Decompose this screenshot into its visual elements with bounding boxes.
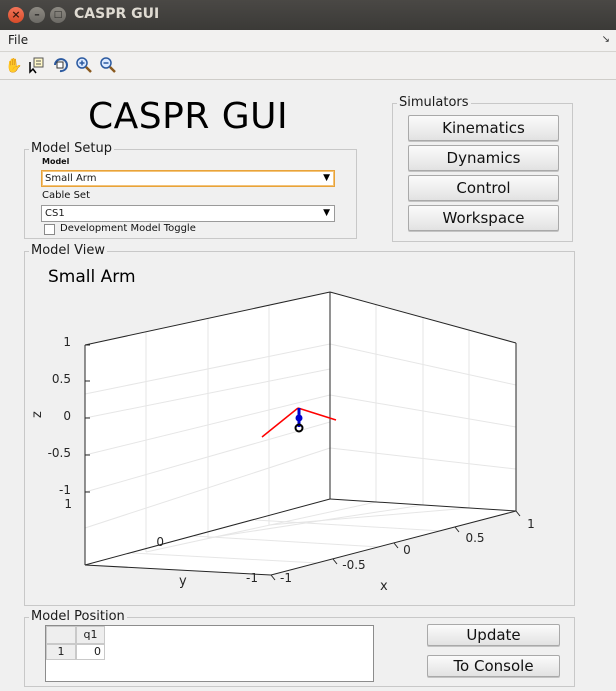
to-console-button[interactable]: To Console [427, 655, 560, 677]
zoom-out-icon[interactable] [98, 56, 118, 76]
rotate-3d-icon[interactable] [50, 56, 70, 76]
menu-bar: File ↘ [0, 30, 616, 52]
workspace-button[interactable]: Workspace [408, 205, 559, 231]
maximize-window-button[interactable]: □ [50, 7, 66, 23]
menu-overflow-arrow-icon[interactable]: ↘ [601, 34, 610, 45]
dev-model-toggle-checkbox[interactable] [44, 224, 55, 235]
cable-line [297, 407, 337, 421]
table-column-header: q1 [76, 626, 105, 644]
y-tick-label: 0 [156, 535, 164, 549]
y-tick-label: -1 [246, 571, 258, 585]
model-select-value: Small Arm [45, 173, 97, 184]
model-view-legend: Model View [29, 243, 108, 259]
model-view-axes[interactable]: Small Arm [24, 252, 575, 607]
zoom-in-icon[interactable] [74, 56, 94, 76]
cable-set-label: Cable Set [42, 190, 90, 201]
control-button[interactable]: Control [408, 175, 559, 201]
window-titlebar: × – □ CASPR GUI [0, 0, 616, 30]
window-title: CASPR GUI [74, 6, 160, 22]
x-tick-label: 0.5 [465, 531, 484, 545]
model-label: Model [42, 157, 70, 166]
table-row-header: 1 [46, 644, 76, 660]
joint-marker [294, 423, 304, 433]
z-tick-label: 0 [63, 409, 71, 423]
y-axis-label: y [179, 574, 187, 589]
model-view-panel: Model View [24, 243, 575, 606]
z-tick-label: -1 [59, 483, 71, 497]
table-corner [46, 626, 76, 644]
minimize-window-button[interactable]: – [29, 7, 45, 23]
robot-model [261, 407, 337, 438]
table-cell-q1[interactable]: 0 [76, 644, 105, 660]
plot-title: Small Arm [48, 267, 136, 287]
grid-lines [84, 305, 517, 564]
axes-box [84, 291, 517, 576]
y-tick-label: 1 [64, 497, 72, 511]
x-tick-label: -1 [280, 571, 292, 585]
model-setup-panel: Model Setup [24, 141, 357, 239]
cable-set-select[interactable]: CS1 ▼ [41, 205, 335, 222]
cable-set-select-value: CS1 [45, 208, 65, 219]
z-axis-label: z [30, 411, 45, 418]
x-tick-label: 0 [403, 543, 411, 557]
cable-line [261, 407, 299, 438]
hand-pan-icon[interactable]: ✋ [5, 58, 23, 74]
update-button[interactable]: Update [427, 624, 560, 646]
x-tick-label: 1 [527, 517, 535, 531]
position-table[interactable]: q1 1 0 [45, 625, 374, 682]
z-tick-label: 1 [63, 335, 71, 349]
tick-marks [85, 344, 521, 581]
chevron-down-icon: ▼ [323, 208, 330, 218]
close-window-button[interactable]: × [8, 7, 24, 23]
data-cursor-icon[interactable] [26, 56, 46, 76]
x-tick-label: -0.5 [342, 558, 365, 572]
dev-model-toggle-label: Development Model Toggle [60, 223, 196, 234]
link-marker [295, 414, 303, 422]
z-tick-label: -0.5 [48, 446, 71, 460]
model-setup-legend: Model Setup [29, 141, 115, 157]
model-position-panel: Model Position [24, 609, 575, 687]
simulators-panel: Simulators [392, 95, 573, 242]
model-position-legend: Model Position [29, 609, 127, 625]
figure-toolbar: ✋ [0, 53, 616, 80]
app-heading: CASPR GUI [88, 96, 289, 137]
model-select[interactable]: Small Arm ▼ [41, 170, 335, 187]
chevron-down-icon: ▼ [323, 173, 330, 183]
menu-file[interactable]: File [8, 33, 29, 47]
kinematics-button[interactable]: Kinematics [408, 115, 559, 141]
z-tick-label: 0.5 [52, 372, 71, 386]
simulators-legend: Simulators [397, 95, 471, 111]
x-axis-label: x [380, 579, 388, 594]
dynamics-button[interactable]: Dynamics [408, 145, 559, 171]
